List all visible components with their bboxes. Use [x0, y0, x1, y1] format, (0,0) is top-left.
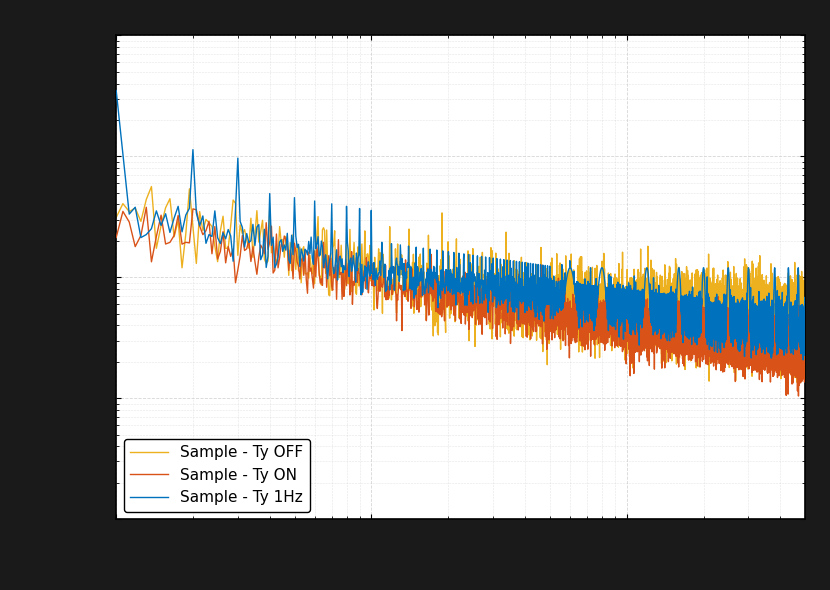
Sample - Ty OFF [473, 282, 483, 289]
Sample - Ty ON [767, 333, 777, 340]
Legend: Sample - Ty OFF, Sample - Ty ON, Sample - Ty 1Hz: Sample - Ty OFF, Sample - Ty ON, Sample … [124, 439, 310, 512]
Sample - Ty 1Hz [742, 308, 752, 315]
Sample - Ty OFF [111, 214, 121, 221]
Sample - Ty OFF [792, 379, 802, 386]
Line: Sample - Ty OFF: Sample - Ty OFF [116, 186, 805, 382]
Line: Sample - Ty 1Hz: Sample - Ty 1Hz [116, 90, 805, 360]
Sample - Ty 1Hz [750, 330, 760, 337]
Sample - Ty 1Hz [767, 297, 777, 304]
Sample - Ty 1Hz [473, 271, 483, 278]
Sample - Ty ON [750, 360, 760, 367]
Sample - Ty ON [793, 392, 803, 399]
Sample - Ty ON [774, 342, 784, 349]
Sample - Ty 1Hz [774, 331, 784, 338]
Sample - Ty 1Hz [688, 309, 698, 316]
Sample - Ty 1Hz [798, 356, 808, 363]
Sample - Ty OFF [750, 316, 760, 323]
Sample - Ty ON [742, 308, 752, 315]
Sample - Ty OFF [767, 336, 777, 343]
Sample - Ty OFF [688, 306, 698, 313]
Sample - Ty ON [473, 315, 483, 322]
Line: Sample - Ty ON: Sample - Ty ON [116, 207, 805, 396]
Sample - Ty OFF [742, 332, 752, 339]
Sample - Ty ON [800, 332, 810, 339]
Sample - Ty OFF [800, 327, 810, 334]
Sample - Ty OFF [774, 324, 784, 332]
Sample - Ty ON [111, 234, 121, 241]
Sample - Ty 1Hz [111, 87, 121, 94]
Sample - Ty ON [688, 322, 698, 329]
Sample - Ty OFF [146, 183, 156, 190]
Sample - Ty 1Hz [800, 326, 810, 333]
Sample - Ty ON [141, 204, 151, 211]
